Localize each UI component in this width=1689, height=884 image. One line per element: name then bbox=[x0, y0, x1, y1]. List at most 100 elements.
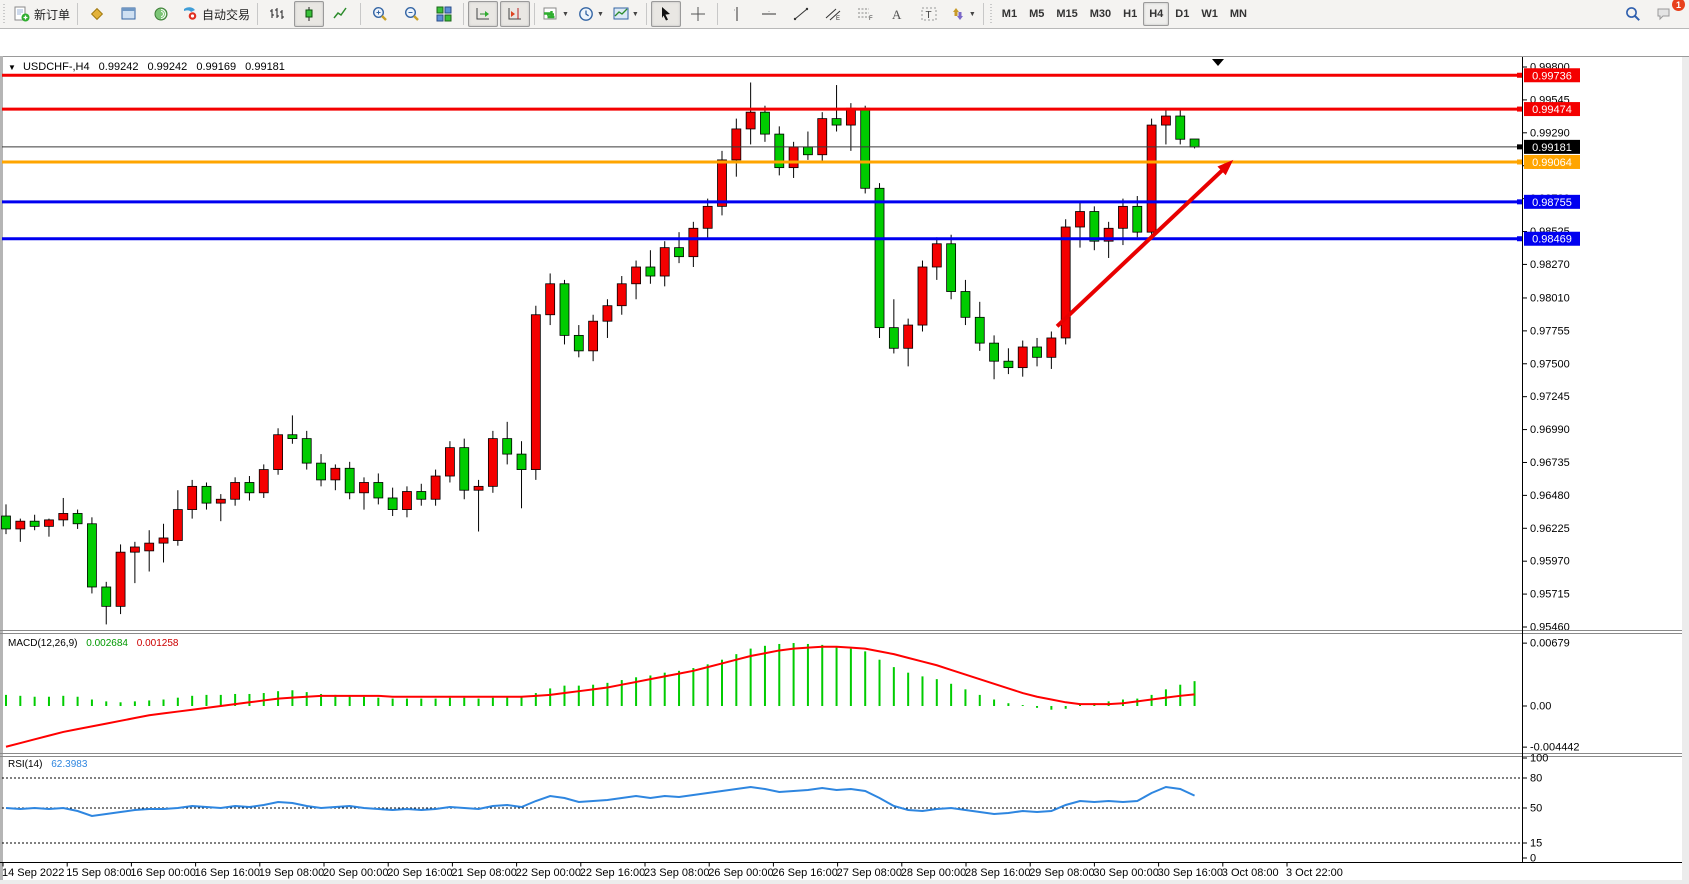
chart-symbol-period: USDCHF-,H4 bbox=[22, 61, 90, 73]
svg-text:26 Sep 16:00: 26 Sep 16:00 bbox=[772, 867, 837, 879]
timeframe-d1-button[interactable]: D1 bbox=[1175, 8, 1190, 20]
toolbar: 新订单 自动交易 ▼ ▼ ▼ E F A T ▼ M1 M5 M15 M30 H1 H4 D1 W1 MN 1 bbox=[0, 0, 1689, 29]
svg-text:14 Sep 2022: 14 Sep 2022 bbox=[2, 867, 64, 879]
navigator-icon bbox=[154, 7, 168, 21]
svg-text:19 Sep 08:00: 19 Sep 08:00 bbox=[259, 867, 324, 879]
svg-text:100: 100 bbox=[1530, 753, 1548, 765]
toolbar-drag-handle bbox=[2, 4, 7, 24]
templates-button[interactable]: ▼ bbox=[609, 1, 642, 27]
cursor-button[interactable] bbox=[650, 1, 681, 27]
macd-signal-value: 0.001258 bbox=[136, 638, 179, 649]
chevron-down-icon: ▼ bbox=[968, 10, 976, 18]
text-button[interactable]: A bbox=[882, 1, 912, 27]
text-label-button[interactable]: T bbox=[914, 1, 944, 27]
vertical-line-button[interactable] bbox=[722, 1, 752, 27]
navigator-button[interactable] bbox=[146, 1, 176, 27]
indicators-button[interactable]: ▼ bbox=[539, 1, 572, 27]
auto-scroll-icon bbox=[476, 8, 490, 20]
macd-main-value: 0.002684 bbox=[86, 638, 128, 649]
svg-text:16 Sep 00:00: 16 Sep 00:00 bbox=[130, 867, 195, 879]
svg-text:0.97755: 0.97755 bbox=[1530, 325, 1570, 337]
trend-arrow-object[interactable] bbox=[1055, 159, 1234, 328]
svg-text:F: F bbox=[869, 16, 873, 22]
toolbar-separator bbox=[257, 3, 259, 25]
svg-text:28 Sep 16:00: 28 Sep 16:00 bbox=[965, 867, 1030, 879]
timeframe-h1-button[interactable]: H1 bbox=[1123, 8, 1138, 20]
ohlc-low: 0.99169 bbox=[196, 61, 237, 73]
search-button[interactable] bbox=[1618, 1, 1648, 27]
timeframe-mn-button[interactable]: MN bbox=[1229, 8, 1247, 20]
horizontal-line-icon bbox=[761, 11, 776, 17]
market-watch-button[interactable] bbox=[82, 1, 112, 27]
tile-windows-button[interactable] bbox=[429, 1, 459, 27]
bar-chart-button[interactable] bbox=[262, 1, 292, 27]
crosshair-button[interactable] bbox=[683, 1, 713, 27]
timeframe-m1-button[interactable]: M1 bbox=[1001, 8, 1018, 20]
svg-text:0.97500: 0.97500 bbox=[1530, 358, 1570, 370]
svg-text:21 Sep 08:00: 21 Sep 08:00 bbox=[451, 867, 516, 879]
svg-text:20 Sep 16:00: 20 Sep 16:00 bbox=[387, 867, 452, 879]
cursor-icon bbox=[661, 7, 670, 21]
chevron-down-icon: ▼ bbox=[596, 10, 604, 18]
rsi-name: RSI(14) bbox=[8, 759, 43, 770]
fibonacci-button[interactable]: F bbox=[850, 1, 880, 27]
auto-trading-label: 自动交易 bbox=[202, 7, 251, 22]
timeframe-m5-button[interactable]: M5 bbox=[1029, 8, 1045, 20]
svg-text:0.00679: 0.00679 bbox=[1530, 638, 1570, 650]
zoom-out-icon bbox=[405, 6, 419, 21]
svg-text:15 Sep 08:00: 15 Sep 08:00 bbox=[66, 867, 131, 879]
auto-scroll-button[interactable] bbox=[468, 1, 499, 27]
svg-text:3 Oct 08:00: 3 Oct 08:00 bbox=[1222, 867, 1279, 879]
ohlc-high: 0.99242 bbox=[147, 61, 188, 73]
svg-text:0.97245: 0.97245 bbox=[1530, 391, 1570, 403]
svg-text:0.96990: 0.96990 bbox=[1530, 424, 1570, 436]
notifications-button[interactable]: 1 bbox=[1650, 0, 1685, 27]
line-chart-button[interactable] bbox=[326, 1, 356, 27]
timeframe-w1-button[interactable]: W1 bbox=[1201, 8, 1218, 20]
trend-line-button[interactable] bbox=[786, 1, 816, 27]
chart-title: ▼ USDCHF-,H4 0.99242 0.99242 0.99169 0.9… bbox=[8, 61, 291, 73]
new-order-button[interactable]: 新订单 bbox=[10, 1, 73, 27]
zoom-out-button[interactable] bbox=[397, 1, 427, 27]
chart-shift-icon bbox=[508, 8, 522, 20]
bar-chart-icon bbox=[270, 8, 285, 19]
periods-icon bbox=[579, 7, 593, 21]
periods-button[interactable]: ▼ bbox=[574, 1, 607, 27]
candles-layer[interactable] bbox=[1, 82, 1200, 625]
svg-text:22 Sep 16:00: 22 Sep 16:00 bbox=[580, 867, 645, 879]
data-window-button[interactable] bbox=[114, 1, 144, 27]
ohlc-close: 0.99181 bbox=[245, 61, 285, 73]
timeframe-m30-button[interactable]: M30 bbox=[1089, 8, 1112, 20]
ohlc-open: 0.99242 bbox=[98, 61, 139, 73]
macd-name: MACD(12,26,9) bbox=[8, 638, 78, 649]
timeframe-h4-button[interactable]: H4 bbox=[1143, 2, 1170, 26]
indicators-icon bbox=[543, 7, 557, 20]
toolbar-drag-handle bbox=[988, 4, 994, 24]
price-chart-canvas[interactable]: 0.998000.995450.992900.990350.987800.985… bbox=[0, 28, 1689, 884]
horizontal-line-button[interactable] bbox=[754, 1, 784, 27]
candle-chart-button[interactable] bbox=[294, 1, 325, 27]
svg-text:27 Sep 08:00: 27 Sep 08:00 bbox=[837, 867, 902, 879]
zoom-in-button[interactable] bbox=[365, 1, 395, 27]
arrows-button[interactable]: ▼ bbox=[946, 1, 979, 27]
equidistant-channel-button[interactable]: E bbox=[818, 1, 848, 27]
timeframe-m15-button[interactable]: M15 bbox=[1056, 8, 1078, 20]
chat-icon bbox=[1657, 8, 1670, 21]
auto-trading-icon bbox=[184, 7, 197, 20]
arrows-icon bbox=[952, 8, 963, 20]
macd-panel[interactable]: 0.00679 0.00 -0.004442 bbox=[5, 638, 1580, 754]
toolbar-separator bbox=[77, 3, 79, 25]
auto-trading-button[interactable]: 自动交易 bbox=[178, 1, 253, 27]
crosshair-icon bbox=[690, 7, 705, 21]
collapse-arrow-icon[interactable]: ▼ bbox=[8, 63, 16, 72]
svg-text:0.00: 0.00 bbox=[1530, 701, 1551, 713]
svg-text:E: E bbox=[836, 16, 840, 22]
svg-text:22 Sep 00:00: 22 Sep 00:00 bbox=[516, 867, 581, 879]
horizontal-line-objects[interactable] bbox=[2, 73, 1522, 241]
svg-text:0.98010: 0.98010 bbox=[1530, 292, 1570, 304]
svg-text:15: 15 bbox=[1530, 838, 1542, 850]
chart-shift-button[interactable] bbox=[500, 1, 531, 27]
chart-shift-marker[interactable] bbox=[1212, 59, 1224, 66]
chart-window[interactable]: 0.998000.995450.992900.990350.987800.985… bbox=[0, 28, 1689, 884]
